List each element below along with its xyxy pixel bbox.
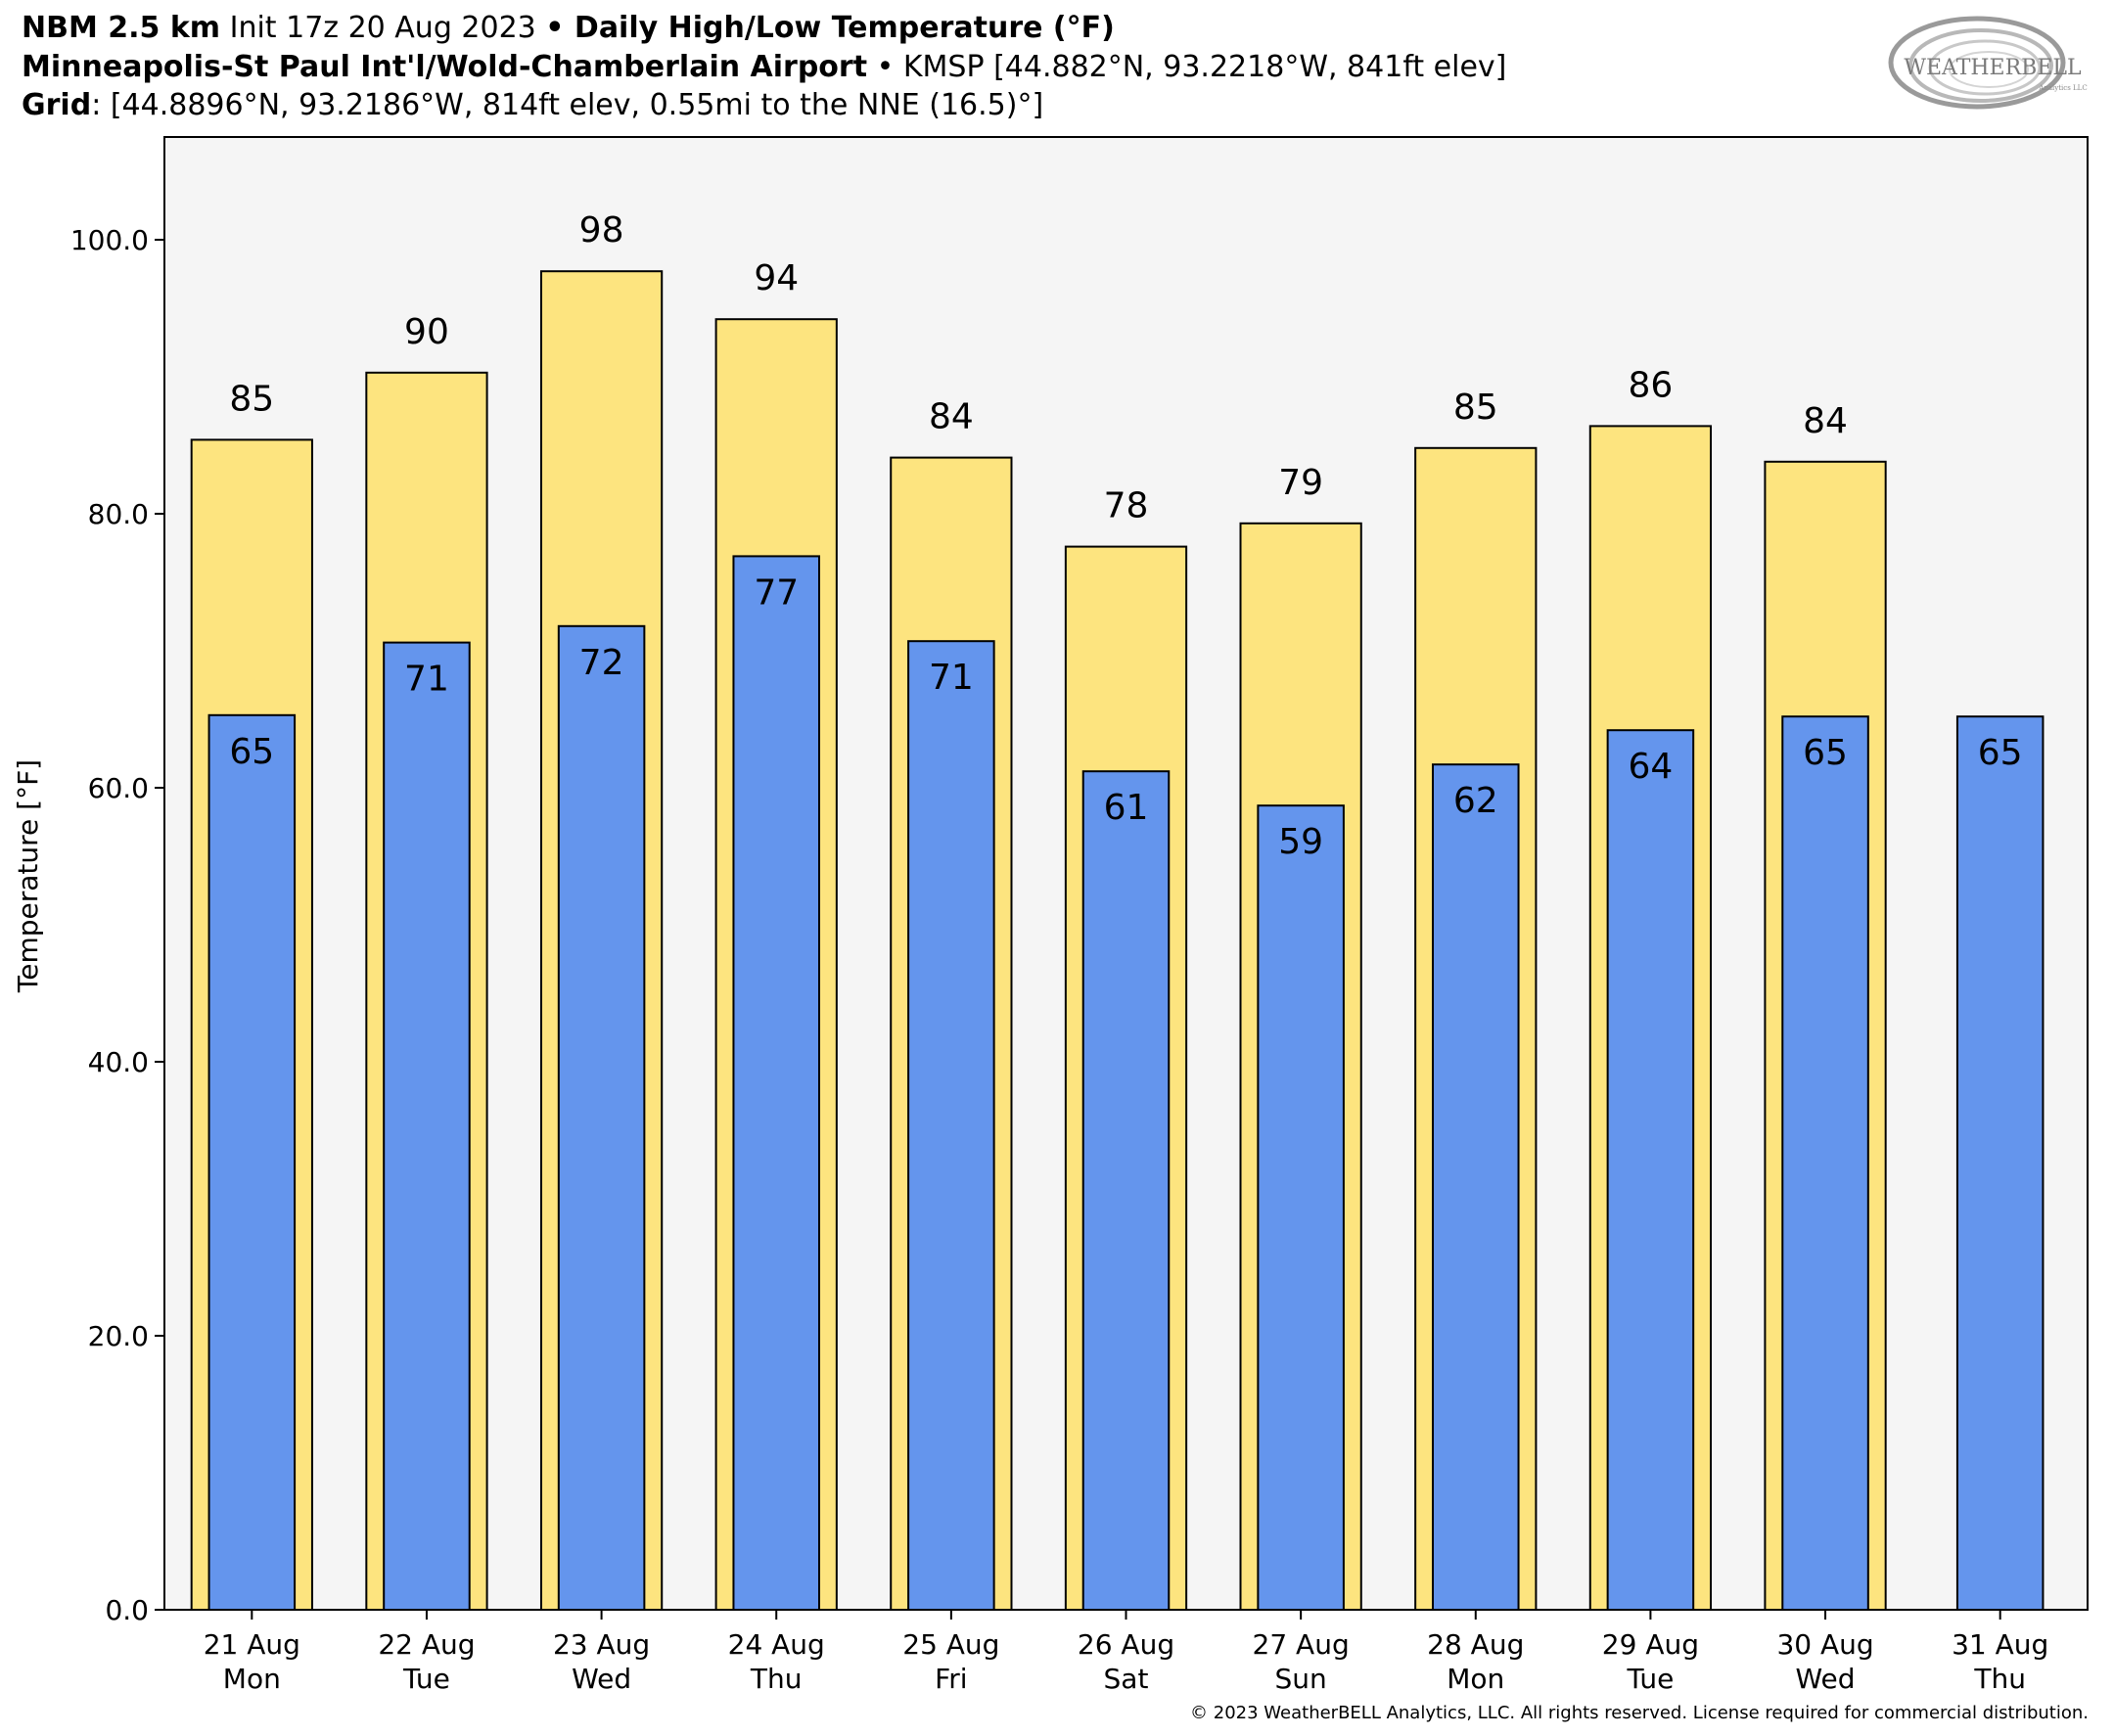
x-tick-date-label: 29 Aug bbox=[1602, 1628, 1699, 1661]
low-temp-bar bbox=[1781, 715, 1869, 1611]
x-tick-date-label: 27 Aug bbox=[1253, 1628, 1350, 1661]
low-temp-bar bbox=[557, 624, 646, 1611]
high-temp-label: 90 bbox=[404, 312, 449, 352]
y-tick-label: 0.0 bbox=[105, 1594, 149, 1626]
x-tick-date-label: 24 Aug bbox=[728, 1628, 825, 1661]
weatherbell-logo: WEATHERBELL Analytics LLC bbox=[1888, 16, 2088, 110]
high-temp-label: 94 bbox=[754, 258, 799, 298]
init-time: Init 17z 20 Aug 2023 bbox=[220, 11, 546, 45]
low-temp-bar bbox=[207, 713, 297, 1611]
x-tick-day-label: Wed bbox=[1796, 1663, 1856, 1695]
y-tick-label: 60.0 bbox=[88, 772, 149, 804]
low-temp-bar bbox=[1081, 770, 1171, 1611]
separator: • bbox=[545, 11, 565, 45]
high-temp-label: 84 bbox=[1803, 401, 1848, 441]
x-tick-day-label: Mon bbox=[223, 1663, 281, 1695]
x-tick-date-label: 22 Aug bbox=[378, 1628, 475, 1661]
x-tick-date-label: 23 Aug bbox=[553, 1628, 650, 1661]
title-line-2: Minneapolis-St Paul Int'l/Wold-Chamberla… bbox=[22, 49, 1506, 86]
y-axis-label: Temperature [°F] bbox=[12, 759, 44, 993]
grid-info: : [44.8896°N, 93.2186°W, 814ft elev, 0.5… bbox=[91, 88, 1044, 122]
low-temp-label: 77 bbox=[754, 572, 799, 613]
separator: • bbox=[867, 50, 903, 84]
x-tick-day-label: Tue bbox=[402, 1663, 450, 1695]
y-tick-label: 40.0 bbox=[88, 1046, 149, 1078]
low-temp-label: 59 bbox=[1278, 822, 1323, 862]
high-temp-label: 85 bbox=[1453, 388, 1498, 428]
low-temp-bar bbox=[1955, 715, 2045, 1611]
x-tick-day-label: Thu bbox=[750, 1663, 803, 1695]
x-tick-day-label: Sat bbox=[1104, 1663, 1149, 1695]
low-temp-label: 71 bbox=[929, 658, 974, 698]
low-temp-label: 72 bbox=[579, 643, 624, 683]
low-temp-bar bbox=[1432, 763, 1520, 1611]
x-tick-date-label: 31 Aug bbox=[1952, 1628, 2048, 1661]
product-name: Daily High/Low Temperature (°F) bbox=[564, 11, 1115, 45]
high-temp-label: 78 bbox=[1104, 486, 1149, 526]
high-temp-label: 84 bbox=[929, 397, 974, 437]
y-tick-label: 80.0 bbox=[88, 498, 149, 530]
y-tick-label: 20.0 bbox=[88, 1320, 149, 1352]
low-temp-bar bbox=[1257, 804, 1345, 1611]
x-tick-day-label: Sun bbox=[1275, 1663, 1327, 1695]
logo-subtext: Analytics LLC bbox=[2038, 84, 2087, 92]
logo-text: WEATHERBELL bbox=[1904, 56, 2082, 80]
low-temp-label: 61 bbox=[1104, 788, 1149, 828]
low-temp-label: 65 bbox=[1803, 733, 1848, 773]
x-tick-date-label: 25 Aug bbox=[902, 1628, 999, 1661]
low-temp-bar bbox=[1606, 729, 1695, 1611]
model-name: NBM 2.5 km bbox=[22, 11, 221, 45]
low-temp-label: 65 bbox=[229, 732, 274, 772]
title-line-3: Grid: [44.8896°N, 93.2186°W, 814ft elev,… bbox=[22, 87, 1043, 124]
station-name: Minneapolis-St Paul Int'l/Wold-Chamberla… bbox=[22, 50, 868, 84]
low-temp-label: 62 bbox=[1453, 781, 1498, 821]
high-temp-label: 86 bbox=[1629, 365, 1674, 405]
high-temp-label: 85 bbox=[229, 379, 274, 419]
x-tick-day-label: Tue bbox=[1626, 1663, 1674, 1695]
x-tick-day-label: Wed bbox=[572, 1663, 631, 1695]
high-temp-label: 98 bbox=[579, 210, 624, 251]
low-temp-bar bbox=[732, 555, 820, 1611]
x-tick-date-label: 28 Aug bbox=[1427, 1628, 1524, 1661]
low-temp-label: 64 bbox=[1629, 747, 1674, 787]
copyright-footer: © 2023 WeatherBELL Analytics, LLC. All r… bbox=[1190, 1703, 2089, 1723]
low-temp-label: 71 bbox=[404, 660, 449, 700]
high-temp-label: 79 bbox=[1278, 463, 1323, 503]
y-tick-label: 100.0 bbox=[70, 224, 149, 256]
title-line-1: NBM 2.5 km Init 17z 20 Aug 2023 • Daily … bbox=[22, 10, 1115, 47]
x-tick-date-label: 30 Aug bbox=[1776, 1628, 1873, 1661]
x-tick-day-label: Fri bbox=[935, 1663, 967, 1695]
x-tick-date-label: 26 Aug bbox=[1078, 1628, 1174, 1661]
x-tick-date-label: 21 Aug bbox=[204, 1628, 300, 1661]
x-tick-day-label: Mon bbox=[1447, 1663, 1504, 1695]
low-temp-bar bbox=[383, 641, 471, 1611]
low-temp-bar bbox=[907, 640, 995, 1611]
station-info: KMSP [44.882°N, 93.2218°W, 841ft elev] bbox=[902, 50, 1507, 84]
grid-label: Grid bbox=[22, 88, 92, 122]
x-tick-day-label: Thu bbox=[1973, 1663, 2026, 1695]
low-temp-label: 65 bbox=[1978, 733, 2023, 773]
